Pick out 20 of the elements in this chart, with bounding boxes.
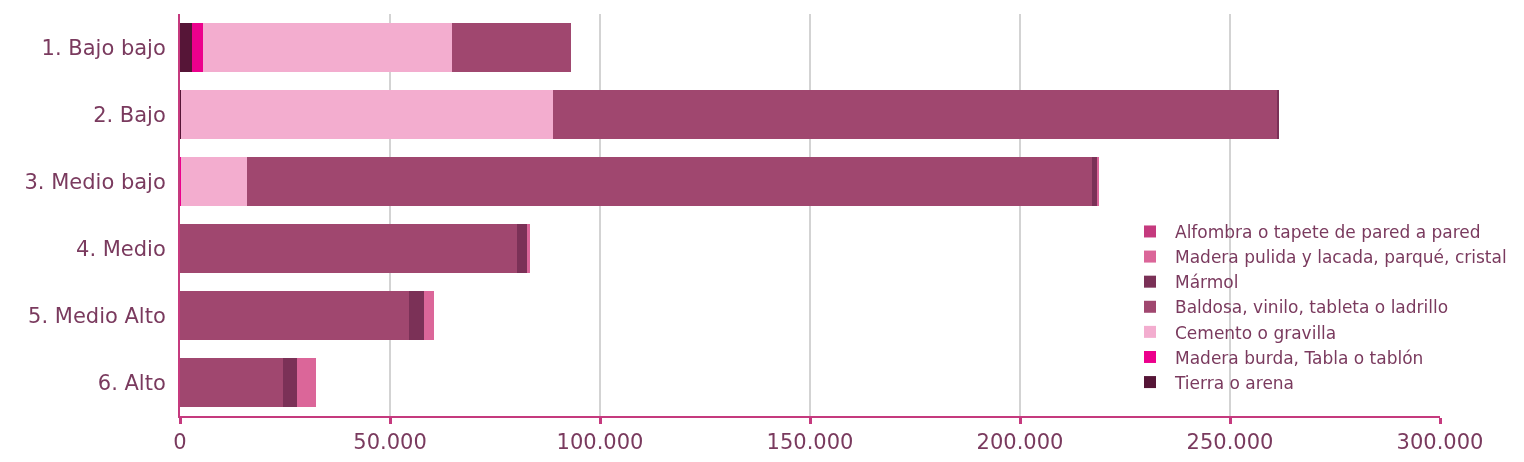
y-tick-label: 4. Medio (76, 236, 166, 261)
y-tick-label: 2. Bajo (93, 102, 166, 127)
legend-label: Madera burda, Tabla o tablón (1175, 347, 1424, 368)
legend-label: Tierra o arena (1174, 372, 1295, 393)
y-tick-label: 3. Medio bajo (24, 169, 166, 194)
legend-label: Baldosa, vinilo, tableta o ladrillo (1175, 297, 1449, 318)
y-tick-label: 1. Bajo bajo (41, 35, 166, 60)
legend-label: Cemento o gravilla (1175, 322, 1337, 343)
x-tick-label: 0 (173, 430, 187, 455)
x-tick-label: 300.000 (1396, 430, 1484, 455)
x-tick-label: 50.000 (353, 430, 427, 455)
x-tick-label: 250.000 (1186, 430, 1274, 455)
legend-label: Madera pulida y lacada, parqué, cristal (1175, 247, 1507, 268)
x-tick-label: 200.000 (976, 430, 1064, 455)
legend-label: Alfombra o tapete de pared a pared (1175, 222, 1481, 243)
y-tick-label: 6. Alto (97, 370, 166, 395)
y-tick-label: 5. Medio Alto (28, 303, 166, 328)
x-tick-label: 150.000 (766, 430, 854, 455)
legend-label: Mármol (1175, 272, 1239, 293)
x-tick-label: 100.000 (556, 430, 644, 455)
